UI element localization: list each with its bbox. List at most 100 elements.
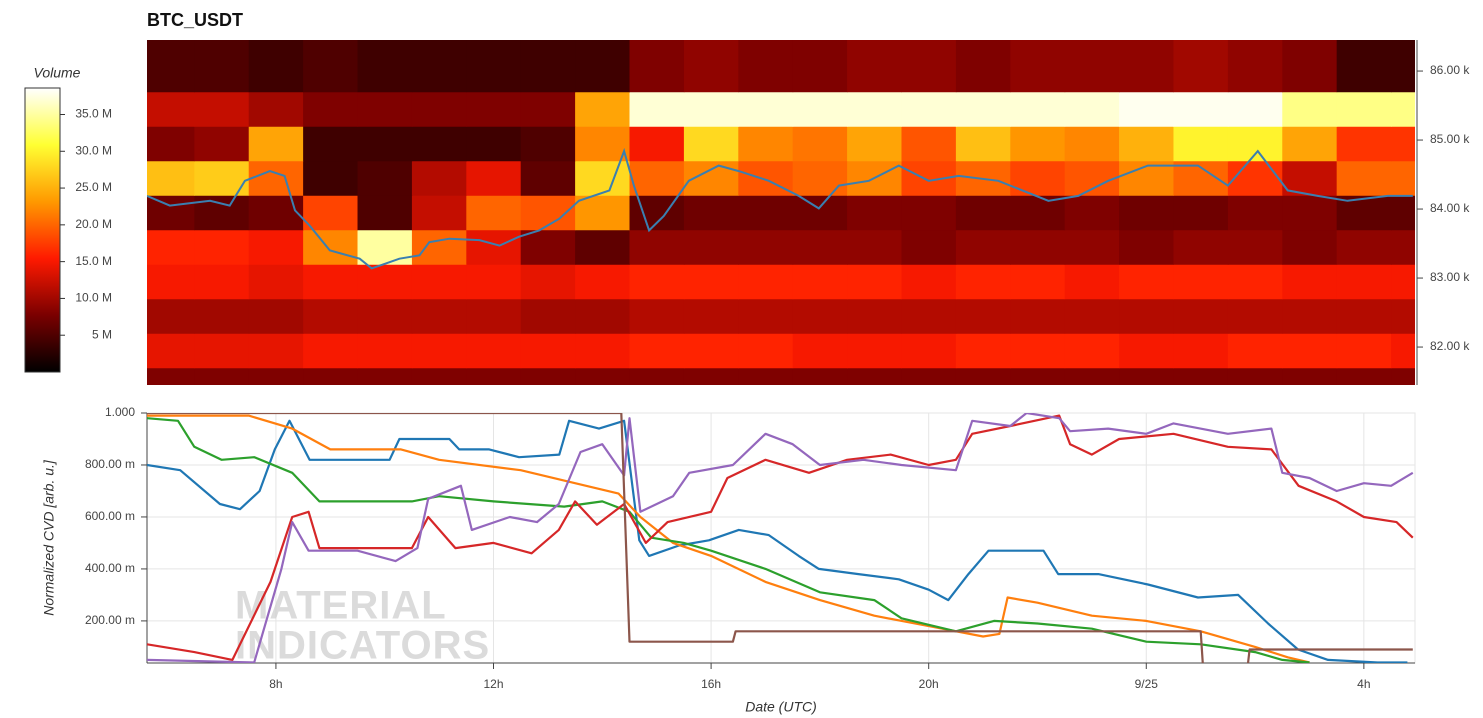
heatmap-cell [520, 333, 576, 369]
heatmap-cell [738, 126, 794, 162]
heatmap-cell [1336, 91, 1392, 127]
heatmap-cell [1391, 40, 1415, 93]
x-tick-label: 16h [701, 677, 721, 691]
heatmap-cell [147, 229, 195, 265]
heatmap-cell [520, 298, 576, 334]
heatmap-cell [1010, 195, 1066, 231]
heatmap-cell [466, 298, 522, 334]
heatmap-cell [1227, 367, 1283, 385]
heatmap-cell [1391, 333, 1415, 369]
heatmap-cell [194, 333, 250, 369]
heatmap-cell [357, 40, 413, 93]
heatmap-cell [1391, 160, 1415, 196]
heatmap-cell [357, 333, 413, 369]
heatmap-cell [629, 229, 685, 265]
heatmap-cell [629, 367, 685, 385]
heatmap-cell [683, 229, 739, 265]
heatmap-cell [248, 333, 304, 369]
heatmap-cell [629, 264, 685, 300]
y-tick-label: 1.000 [105, 405, 135, 419]
heatmap-cell [575, 195, 631, 231]
heatmap-cell [901, 195, 957, 231]
heatmap-cell [466, 367, 522, 385]
heatmap-cell [792, 40, 848, 93]
heatmap-cell [411, 40, 467, 93]
heatmap-cell [629, 195, 685, 231]
series-line [147, 419, 1408, 663]
y-tick-label: 200.00 m [85, 613, 135, 627]
heatmap-cell [955, 91, 1011, 127]
heatmap-cell [1227, 333, 1283, 369]
heatmap-cell [1119, 91, 1174, 127]
heatmap-cell [147, 91, 195, 127]
heatmap-cell [1391, 229, 1415, 265]
heatmap-cell [1282, 333, 1338, 369]
heatmap-cell [1064, 160, 1120, 196]
heatmap-cell [629, 126, 685, 162]
y-tick-label: 83.00 k [1430, 270, 1470, 284]
heatmap-cell [1010, 367, 1066, 385]
heatmap-cell [683, 40, 739, 93]
heatmap-cell [738, 91, 794, 127]
heatmap-cell [683, 195, 739, 231]
heatmap-cell [520, 264, 576, 300]
heatmap-cell [683, 264, 739, 300]
heatmap-cell [411, 126, 467, 162]
heatmap-cell [738, 195, 794, 231]
heatmap-cell [1336, 40, 1392, 93]
heatmap-cell [955, 367, 1011, 385]
heatmap-cell [955, 40, 1011, 93]
colorbar-tick-label: 10.0 M [75, 291, 112, 305]
heatmap-cell [1173, 333, 1229, 369]
heatmap-cell [248, 264, 304, 300]
heatmap-cell [520, 367, 576, 385]
heatmap-cell [411, 298, 467, 334]
heatmap-cell [194, 229, 250, 265]
heatmap-cell [1064, 40, 1120, 93]
colorbar-tick-label: 30.0 M [75, 143, 112, 157]
heatmap-cell [792, 160, 848, 196]
heatmap-cell [411, 160, 467, 196]
heatmap-cell [629, 298, 685, 334]
heatmap-cell [147, 298, 195, 334]
heatmap-cell [955, 229, 1011, 265]
heatmap-cell [147, 40, 195, 93]
heatmap-cell [1336, 298, 1392, 334]
heatmap-cell [847, 126, 902, 162]
heatmap-cell [1119, 367, 1174, 385]
heatmap-cell [1227, 298, 1283, 334]
heatmap-cell [1227, 160, 1283, 196]
heatmap-cell [1282, 264, 1338, 300]
heatmap-cell [466, 40, 522, 93]
colorbar-tick-label: 15.0 M [75, 254, 112, 268]
heatmap-cell [1391, 264, 1415, 300]
heatmap-cell [738, 160, 794, 196]
heatmap-cell [357, 126, 413, 162]
heatmap-cell [466, 91, 522, 127]
heatmap-cell [411, 195, 467, 231]
heatmap-cell [738, 40, 794, 93]
heatmap-cell [575, 367, 631, 385]
heatmap-cell [901, 229, 957, 265]
heatmap-cell [1282, 195, 1338, 231]
heatmap-cell [1227, 126, 1283, 162]
heatmap-cell [194, 298, 250, 334]
heatmap-cell [1282, 40, 1338, 93]
heatmap-cell [792, 91, 848, 127]
y-tick-label: 85.00 k [1430, 132, 1470, 146]
heatmap-cell [466, 333, 522, 369]
heatmap-cell [1173, 40, 1229, 93]
heatmap-cell [847, 229, 902, 265]
heatmap-cell [466, 195, 522, 231]
heatmap-cell [683, 91, 739, 127]
heatmap-cell [792, 298, 848, 334]
heatmap-cell [303, 91, 359, 127]
heatmap-cell [303, 40, 359, 93]
heatmap-cells [147, 40, 1415, 385]
heatmap-cell [147, 264, 195, 300]
heatmap-cell [683, 333, 739, 369]
heatmap-cell [1119, 40, 1174, 93]
heatmap-cell [1391, 91, 1415, 127]
heatmap-cell [629, 160, 685, 196]
heatmap-cell [1282, 298, 1338, 334]
